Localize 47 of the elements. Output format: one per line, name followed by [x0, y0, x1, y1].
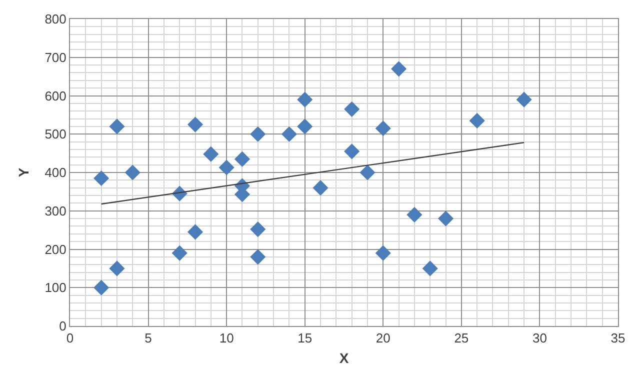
point [344, 144, 360, 160]
x-tick-label: 35 [610, 330, 626, 346]
point [297, 92, 313, 108]
point [516, 92, 532, 108]
y-tick-label: 500 [44, 126, 66, 142]
point [250, 222, 266, 238]
point [250, 249, 266, 265]
point [375, 120, 391, 136]
x-tick-label: 25 [454, 330, 469, 346]
point [203, 146, 219, 162]
point [124, 164, 140, 180]
point [281, 126, 297, 142]
point [187, 224, 204, 240]
point [360, 164, 376, 180]
x-tick-label: 15 [298, 330, 312, 346]
point [422, 260, 438, 276]
point [187, 116, 204, 132]
point [375, 245, 391, 261]
point [234, 151, 250, 167]
y-tick-label: 0 [59, 318, 66, 334]
point [406, 206, 422, 223]
y-tick-label: 300 [44, 203, 66, 218]
x-tick-label: 5 [144, 330, 152, 346]
point [109, 260, 125, 276]
y-tick-label: 400 [44, 165, 66, 180]
point [312, 180, 328, 196]
x-tick-label: 30 [532, 330, 547, 346]
y-tick-label: 700 [44, 50, 66, 65]
y-tick-label: 200 [44, 242, 66, 257]
point [172, 245, 188, 261]
y-tick-label: 600 [44, 88, 66, 104]
y-tick-label: 800 [44, 12, 66, 27]
point [109, 118, 125, 134]
x-axis-title: X [339, 350, 350, 366]
point [344, 101, 360, 117]
y-tick-label: 100 [44, 280, 66, 296]
x-tick-label: 20 [376, 330, 390, 346]
point [438, 210, 454, 226]
x-tick-label: 10 [219, 330, 234, 346]
point [218, 160, 234, 176]
point [297, 118, 313, 134]
point [94, 170, 110, 186]
y-axis-title: Y [15, 167, 32, 178]
point [94, 280, 110, 296]
point [391, 61, 407, 77]
point [469, 112, 485, 128]
point [250, 126, 266, 142]
